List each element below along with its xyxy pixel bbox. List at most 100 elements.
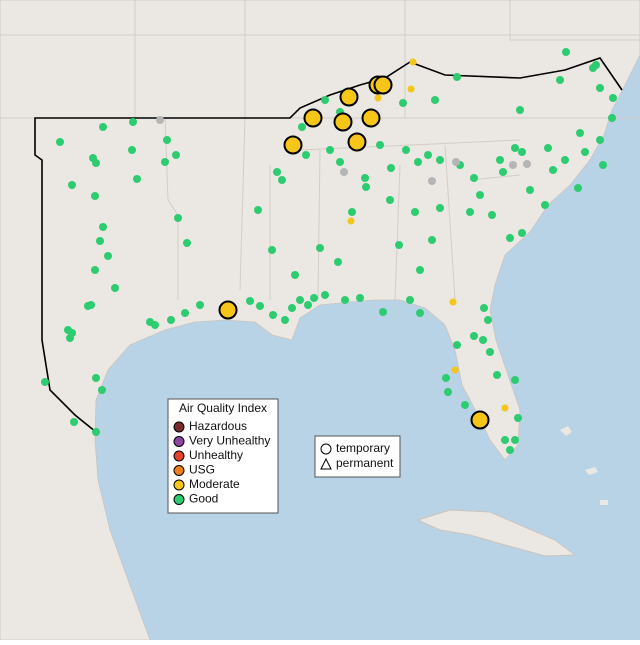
monitor-moderate <box>347 132 367 152</box>
monitor-good <box>321 291 329 299</box>
monitor-good <box>288 304 296 312</box>
legend-label: permanent <box>336 456 394 470</box>
monitor-moderate-small <box>451 366 459 374</box>
monitor-good <box>466 208 474 216</box>
monitor-good <box>501 436 509 444</box>
monitor-good <box>167 316 175 324</box>
monitor-good <box>609 94 617 102</box>
monitor-good <box>544 144 552 152</box>
region-outline <box>34 57 623 433</box>
monitor-good <box>196 301 204 309</box>
monitor-good <box>596 136 604 144</box>
monitor-good <box>499 168 507 176</box>
monitor-moderate-small <box>374 94 382 102</box>
monitor-good <box>428 236 436 244</box>
legend-swatch <box>173 450 185 462</box>
monitor-good <box>334 258 342 266</box>
monitor-moderate <box>303 108 323 128</box>
monitor-good <box>268 246 276 254</box>
monitor-good <box>356 294 364 302</box>
monitor-good <box>316 244 324 252</box>
monitor-good <box>96 237 104 245</box>
monitor-good <box>414 158 422 166</box>
monitor-good <box>596 84 604 92</box>
monitor-good <box>592 61 600 69</box>
monitor-moderate-small <box>449 298 457 306</box>
monitor-inactive <box>340 168 348 176</box>
legend-label: Unhealthy <box>189 448 243 462</box>
monitor-good <box>92 374 100 382</box>
monitor-good <box>66 334 74 342</box>
monitor-good <box>172 151 180 159</box>
monitor-good <box>326 146 334 154</box>
monitor-good <box>278 176 286 184</box>
monitor-good <box>444 388 452 396</box>
legend-label: Good <box>189 492 218 506</box>
monitor-good <box>556 76 564 84</box>
monitor-good <box>514 414 522 422</box>
permanent-symbol <box>320 457 332 470</box>
legend-swatch <box>173 465 185 476</box>
cuba <box>416 509 577 557</box>
monitor-good <box>506 234 514 242</box>
monitor-good <box>496 156 504 164</box>
legend-label: Hazardous <box>189 419 247 433</box>
monitor-good <box>376 141 384 149</box>
monitor-inactive <box>452 158 460 166</box>
monitor-good <box>411 208 419 216</box>
monitor-good <box>379 308 387 316</box>
monitor-good <box>511 144 519 152</box>
monitor-good <box>436 156 444 164</box>
monitor-good <box>608 114 616 122</box>
monitor-good <box>273 168 281 176</box>
monitor-good <box>68 181 76 189</box>
bahamas <box>560 426 608 505</box>
monitor-good <box>246 297 254 305</box>
monitor-good <box>291 271 299 279</box>
monitor-good <box>402 146 410 154</box>
monitor-good <box>92 428 100 436</box>
monitor-moderate <box>333 112 353 132</box>
monitors <box>41 48 617 454</box>
monitor-good <box>479 336 487 344</box>
monitor-good <box>549 166 557 174</box>
monitor-good <box>341 296 349 304</box>
monitor-good <box>104 252 112 260</box>
monitor-good <box>442 374 450 382</box>
monitor-moderate-small <box>501 404 509 412</box>
monitor-moderate-small <box>347 217 355 225</box>
monitor-good <box>362 183 370 191</box>
monitor-good <box>296 296 304 304</box>
monitor-good <box>361 174 369 182</box>
legend-swatch <box>173 436 185 447</box>
monitor-good <box>562 48 570 56</box>
monitor-good <box>256 302 264 310</box>
monitor-good <box>91 192 99 200</box>
monitor-good <box>129 118 137 126</box>
monitor-moderate-small <box>407 85 415 93</box>
monitor-good <box>511 436 519 444</box>
monitor-good <box>336 158 344 166</box>
monitor-good <box>99 123 107 131</box>
monitor-good <box>99 223 107 231</box>
monitor-good <box>321 96 329 104</box>
monitor-good <box>387 164 395 172</box>
monitor-legend: temporary permanent <box>314 435 401 478</box>
monitor-good <box>470 174 478 182</box>
monitor-good <box>92 159 100 167</box>
monitor-good <box>518 229 526 237</box>
legend-swatch <box>173 479 185 491</box>
monitor-inactive <box>523 160 531 168</box>
monitor-good <box>541 201 549 209</box>
monitor-good <box>476 191 484 199</box>
monitor-moderate <box>339 87 359 107</box>
monitor-good <box>416 309 424 317</box>
monitor-good <box>493 371 501 379</box>
legend-label: temporary <box>336 441 390 455</box>
monitor-moderate-small <box>409 58 417 66</box>
legend-swatch <box>173 494 185 505</box>
legend-label: USG <box>189 463 215 477</box>
monitor-good <box>298 123 306 131</box>
